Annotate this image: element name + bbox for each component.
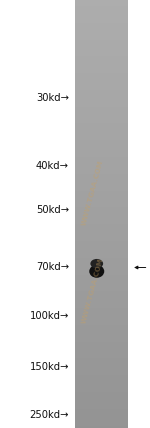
Text: 50kd→: 50kd→ xyxy=(36,205,69,215)
Text: 250kd→: 250kd→ xyxy=(30,410,69,420)
Text: 40kd→: 40kd→ xyxy=(36,161,69,171)
Ellipse shape xyxy=(89,265,104,278)
Text: WWW.TGAA.COM: WWW.TGAA.COM xyxy=(81,258,105,324)
Text: WWW.TGAA.COM: WWW.TGAA.COM xyxy=(81,159,105,226)
Text: 30kd→: 30kd→ xyxy=(36,92,69,103)
Text: 70kd→: 70kd→ xyxy=(36,262,69,273)
Text: 100kd→: 100kd→ xyxy=(30,311,69,321)
Ellipse shape xyxy=(90,259,103,268)
Text: 150kd→: 150kd→ xyxy=(30,362,69,372)
